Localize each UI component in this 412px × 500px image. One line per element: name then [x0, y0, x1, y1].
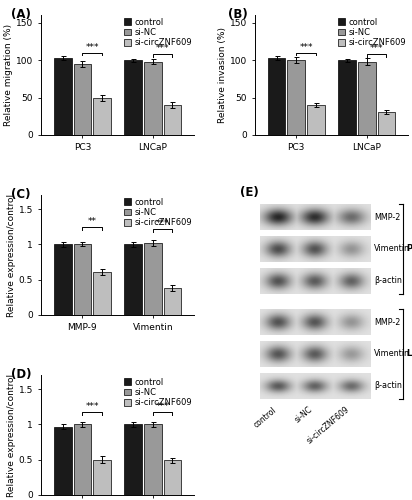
Bar — [73, 424, 91, 495]
Bar — [93, 272, 111, 315]
Text: PC3: PC3 — [406, 244, 412, 254]
Text: LNCaP: LNCaP — [406, 350, 412, 358]
Bar — [307, 105, 325, 135]
Bar — [124, 424, 142, 495]
Legend: control, si-NC, si-circZNF609: control, si-NC, si-circZNF609 — [123, 197, 193, 228]
Bar — [73, 244, 91, 315]
Bar — [54, 58, 72, 135]
Bar — [54, 426, 72, 495]
Text: control: control — [252, 405, 278, 429]
Bar — [164, 105, 181, 135]
Text: (A): (A) — [11, 8, 30, 21]
Y-axis label: Relative expression/control: Relative expression/control — [7, 194, 16, 316]
Bar — [144, 424, 162, 495]
Legend: control, si-NC, si-circZNF609: control, si-NC, si-circZNF609 — [123, 17, 193, 48]
Bar — [288, 60, 305, 135]
Y-axis label: Relative expression/control: Relative expression/control — [7, 374, 16, 496]
Text: Vimentin: Vimentin — [374, 244, 410, 254]
Text: **: ** — [88, 217, 97, 226]
Text: ***: *** — [370, 44, 383, 54]
Text: ***: *** — [156, 402, 169, 411]
Text: ***: *** — [156, 44, 169, 54]
Bar — [268, 58, 286, 135]
Text: Vimentin: Vimentin — [374, 350, 410, 358]
Text: MMP-2: MMP-2 — [374, 212, 400, 222]
Bar — [93, 98, 111, 135]
Text: MMP-2: MMP-2 — [374, 318, 400, 326]
Text: (E): (E) — [240, 186, 259, 199]
Bar — [54, 244, 72, 315]
Y-axis label: Relative migration (%): Relative migration (%) — [4, 24, 13, 126]
Text: ***: *** — [85, 402, 99, 411]
Bar — [124, 60, 142, 135]
Text: β-actin: β-actin — [374, 276, 402, 285]
Bar — [164, 288, 181, 315]
Text: ***: *** — [299, 43, 313, 52]
Legend: control, si-NC, si-circZNF609: control, si-NC, si-circZNF609 — [123, 377, 193, 408]
Bar — [124, 244, 142, 315]
Bar — [93, 460, 111, 495]
Bar — [164, 460, 181, 495]
Bar — [144, 62, 162, 135]
Bar — [144, 243, 162, 315]
Bar — [73, 64, 91, 135]
Text: ***: *** — [156, 219, 169, 228]
Bar — [358, 62, 376, 135]
Text: β-actin: β-actin — [374, 382, 402, 390]
Bar — [338, 60, 356, 135]
Text: si-circZNF609: si-circZNF609 — [305, 405, 351, 446]
Text: (C): (C) — [11, 188, 30, 201]
Text: (D): (D) — [11, 368, 31, 381]
Bar — [377, 112, 395, 135]
Text: (B): (B) — [227, 8, 247, 21]
Text: ***: *** — [85, 43, 99, 52]
Legend: control, si-NC, si-circZNF609: control, si-NC, si-circZNF609 — [337, 17, 407, 48]
Y-axis label: Relative invasion (%): Relative invasion (%) — [218, 27, 227, 123]
Text: si-NC: si-NC — [294, 405, 315, 425]
